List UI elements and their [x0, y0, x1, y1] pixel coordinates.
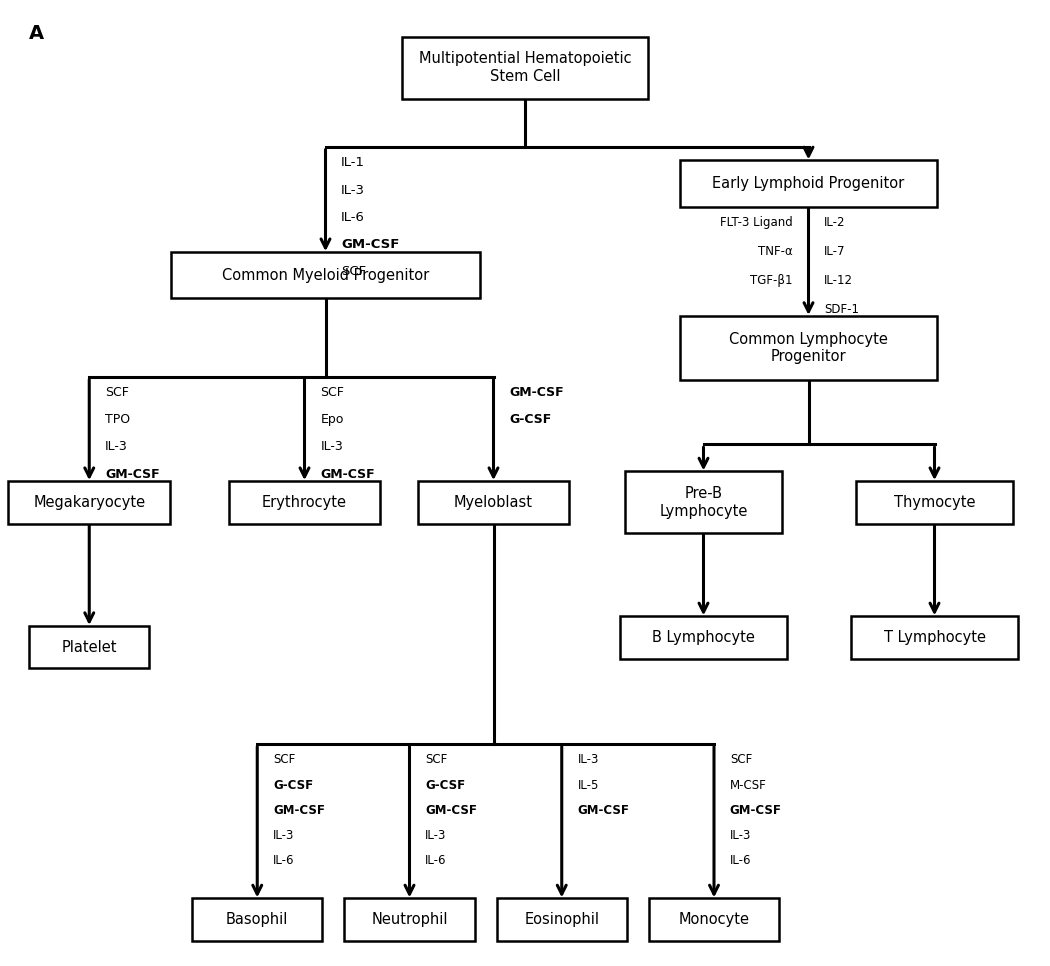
Text: IL-6: IL-6	[425, 854, 446, 867]
Text: IL-3: IL-3	[425, 829, 446, 841]
Text: IL-3: IL-3	[273, 829, 294, 841]
Text: Myeloblast: Myeloblast	[454, 495, 533, 510]
Text: Monocyte: Monocyte	[678, 912, 750, 927]
Text: SCF: SCF	[425, 753, 447, 766]
Text: GM-CSF: GM-CSF	[341, 238, 400, 250]
Text: A: A	[29, 24, 44, 43]
Text: SCF: SCF	[730, 753, 752, 766]
FancyBboxPatch shape	[857, 481, 1012, 524]
FancyBboxPatch shape	[192, 898, 322, 941]
Text: Basophil: Basophil	[226, 912, 289, 927]
Text: T Lymphocyte: T Lymphocyte	[883, 630, 986, 645]
Text: IL-5: IL-5	[578, 779, 598, 791]
Text: IL-6: IL-6	[730, 854, 751, 867]
Text: M-CSF: M-CSF	[730, 779, 766, 791]
FancyBboxPatch shape	[8, 481, 170, 524]
Text: Erythrocyte: Erythrocyte	[262, 495, 346, 510]
Text: FLT-3 Ligand: FLT-3 Ligand	[720, 216, 793, 229]
Text: G-CSF: G-CSF	[509, 413, 551, 426]
Text: GM-CSF: GM-CSF	[273, 804, 324, 816]
Text: Early Lymphoid Progenitor: Early Lymphoid Progenitor	[712, 176, 905, 191]
FancyBboxPatch shape	[29, 626, 149, 668]
Text: B Lymphocyte: B Lymphocyte	[652, 630, 755, 645]
Text: GM-CSF: GM-CSF	[320, 468, 375, 480]
FancyBboxPatch shape	[344, 898, 475, 941]
Text: GM-CSF: GM-CSF	[509, 386, 564, 399]
Text: IL-1: IL-1	[341, 156, 365, 169]
Text: Megakaryocyte: Megakaryocyte	[34, 495, 145, 510]
Text: IL-6: IL-6	[273, 854, 294, 867]
FancyBboxPatch shape	[680, 316, 937, 380]
Text: TGF-β1: TGF-β1	[751, 274, 793, 287]
Text: GM-CSF: GM-CSF	[425, 804, 477, 816]
Text: Multipotential Hematopoietic
Stem Cell: Multipotential Hematopoietic Stem Cell	[419, 51, 631, 84]
Text: SCF: SCF	[273, 753, 295, 766]
Text: Pre-B
Lymphocyte: Pre-B Lymphocyte	[659, 486, 748, 519]
FancyBboxPatch shape	[497, 898, 627, 941]
FancyBboxPatch shape	[418, 481, 569, 524]
Text: TNF-α: TNF-α	[758, 245, 793, 258]
Text: Neutrophil: Neutrophil	[372, 912, 447, 927]
Text: SCF: SCF	[341, 265, 366, 277]
FancyBboxPatch shape	[229, 481, 380, 524]
FancyBboxPatch shape	[171, 252, 480, 298]
Text: IL-6: IL-6	[341, 211, 365, 223]
Text: GM-CSF: GM-CSF	[105, 468, 160, 480]
FancyBboxPatch shape	[626, 471, 781, 533]
Text: IL-3: IL-3	[578, 753, 598, 766]
FancyBboxPatch shape	[402, 37, 648, 99]
Text: Thymocyte: Thymocyte	[894, 495, 975, 510]
FancyBboxPatch shape	[649, 898, 779, 941]
Text: G-CSF: G-CSF	[273, 779, 313, 791]
Text: GM-CSF: GM-CSF	[730, 804, 781, 816]
Text: G-CSF: G-CSF	[425, 779, 465, 791]
Text: Common Lymphocyte
Progenitor: Common Lymphocyte Progenitor	[729, 331, 888, 364]
Text: IL-3: IL-3	[105, 440, 128, 453]
FancyBboxPatch shape	[620, 616, 788, 659]
Text: Epo: Epo	[320, 413, 343, 426]
FancyBboxPatch shape	[850, 616, 1018, 659]
Text: SDF-1: SDF-1	[824, 303, 859, 316]
Text: Common Myeloid Progenitor: Common Myeloid Progenitor	[222, 268, 429, 283]
Text: IL-3: IL-3	[341, 184, 365, 196]
Text: SCF: SCF	[105, 386, 129, 399]
Text: SCF: SCF	[320, 386, 344, 399]
Text: IL-3: IL-3	[320, 440, 343, 453]
Text: IL-2: IL-2	[824, 216, 845, 229]
Text: TPO: TPO	[105, 413, 130, 426]
FancyBboxPatch shape	[680, 160, 937, 207]
Text: Eosinophil: Eosinophil	[524, 912, 600, 927]
Text: IL-12: IL-12	[824, 274, 854, 287]
Text: IL-3: IL-3	[730, 829, 751, 841]
Text: GM-CSF: GM-CSF	[578, 804, 629, 816]
Text: Platelet: Platelet	[62, 639, 117, 655]
Text: IL-7: IL-7	[824, 245, 845, 258]
